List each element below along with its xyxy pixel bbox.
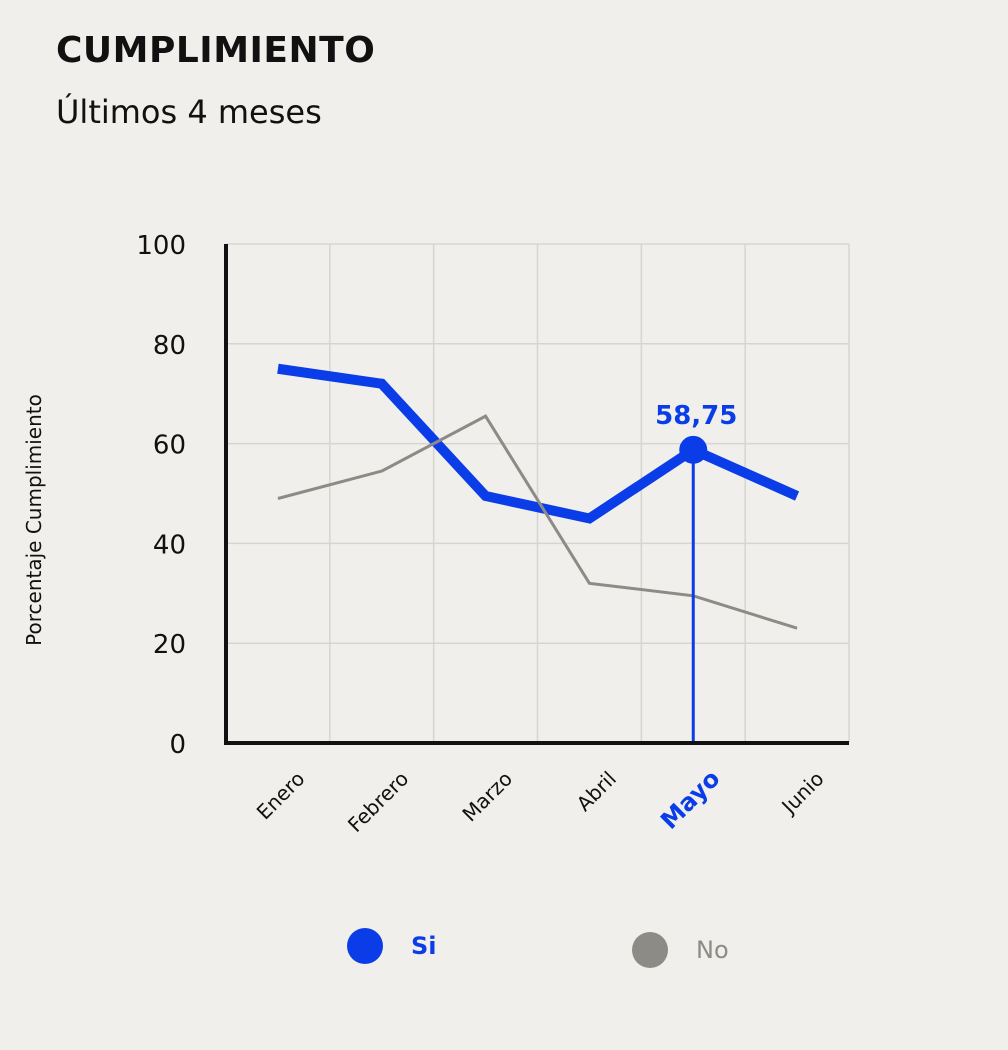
legend-label-no: No (696, 936, 729, 964)
chart-title: CUMPLIMIENTO (56, 30, 376, 71)
y-tick-label-40: 40 (153, 530, 186, 560)
y-axis-title: Porcentaje Cumplimiento (22, 394, 46, 646)
x-tick-label-marzo: Marzo (457, 767, 517, 827)
highlight-point (679, 435, 708, 464)
highlight-value-label: 58,75 (655, 401, 737, 431)
x-tick-label-abril: Abril (572, 767, 621, 816)
series-line-si (277, 363, 800, 524)
y-tick-label-60: 60 (153, 431, 186, 461)
series-line-no (277, 414, 798, 630)
x-tick-label-junio: Junio (776, 767, 829, 820)
y-tick-label-0: 0 (169, 730, 186, 760)
y-tick-label-80: 80 (153, 331, 186, 361)
legend-swatch-no (632, 932, 668, 968)
legend-label-si: Si (411, 932, 437, 960)
x-tick-label-febrero: Febrero (343, 767, 413, 837)
legend-item-no[interactable]: No (632, 932, 729, 968)
chart-legend: Si No (0, 928, 1008, 978)
legend-swatch-si (347, 928, 383, 964)
y-tick-label-20: 20 (153, 630, 186, 660)
legend-item-si[interactable]: Si (347, 928, 437, 964)
line-chart: 0 20 40 60 80 100 Porcentaje Cumplimiento Enero… (22, 231, 850, 837)
x-tick-label-enero: Enero (252, 767, 310, 825)
x-tick-label-mayo: Mayo (655, 764, 725, 834)
y-tick-label-100: 100 (136, 231, 186, 261)
chart-subtitle: Últimos 4 meses (56, 93, 322, 131)
